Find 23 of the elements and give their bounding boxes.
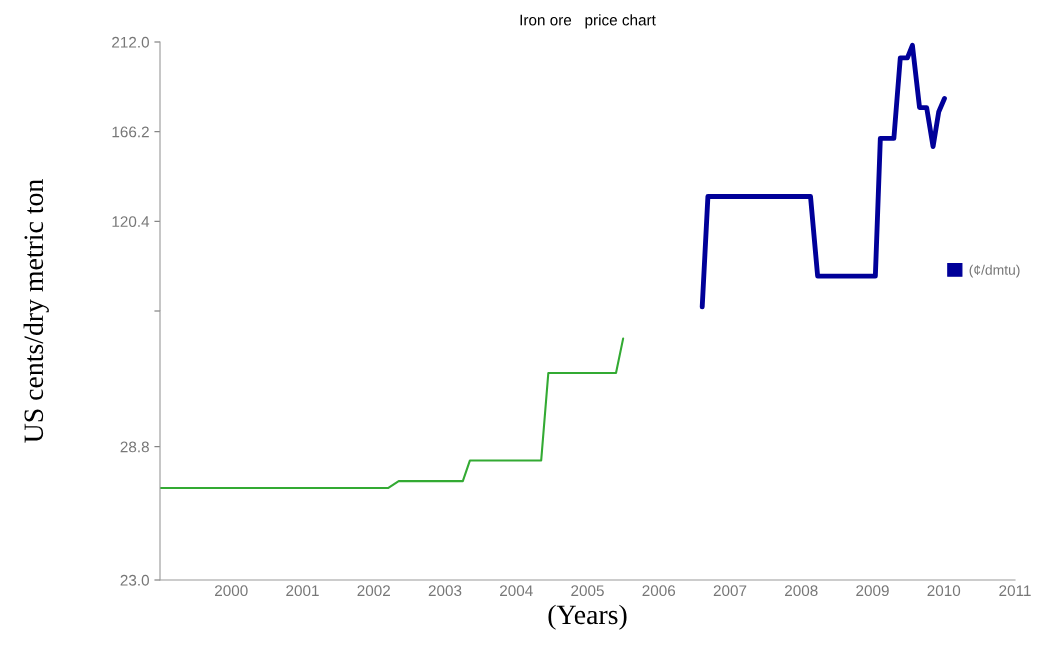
y-tick-label: 212.0 xyxy=(112,36,149,48)
x-tick-label: 2001 xyxy=(286,585,319,597)
x-tick-label: 2011 xyxy=(999,585,1031,597)
x-tick-label: 2000 xyxy=(215,585,248,597)
x-tick-label: 2003 xyxy=(428,585,462,597)
x-tick-label: 2005 xyxy=(571,585,604,597)
y-tick-label: 23.0 xyxy=(120,574,149,586)
x-tick-label: 2009 xyxy=(856,585,889,597)
line-series xyxy=(699,42,947,310)
y-tick-label: 28.8 xyxy=(120,441,149,453)
y-tick-label: 120.4 xyxy=(112,216,150,228)
x-tick-label: 2010 xyxy=(927,585,961,597)
x-tick-label: 2006 xyxy=(642,585,676,597)
line-series xyxy=(160,337,625,490)
chart-title: Iron ore price chart xyxy=(520,14,656,29)
x-tick-label: 2007 xyxy=(713,585,747,597)
x-axis-title: (Years) xyxy=(548,604,627,630)
y-tick-label: 166.2 xyxy=(112,126,149,138)
legend-label: (¢/dmtu) xyxy=(969,264,1020,278)
y-axis-title: US cents/dry metric ton xyxy=(23,179,49,443)
x-tick-label: 2008 xyxy=(785,585,818,597)
x-tick-label: 2004 xyxy=(500,585,533,597)
x-tick-label: 2002 xyxy=(357,585,390,597)
